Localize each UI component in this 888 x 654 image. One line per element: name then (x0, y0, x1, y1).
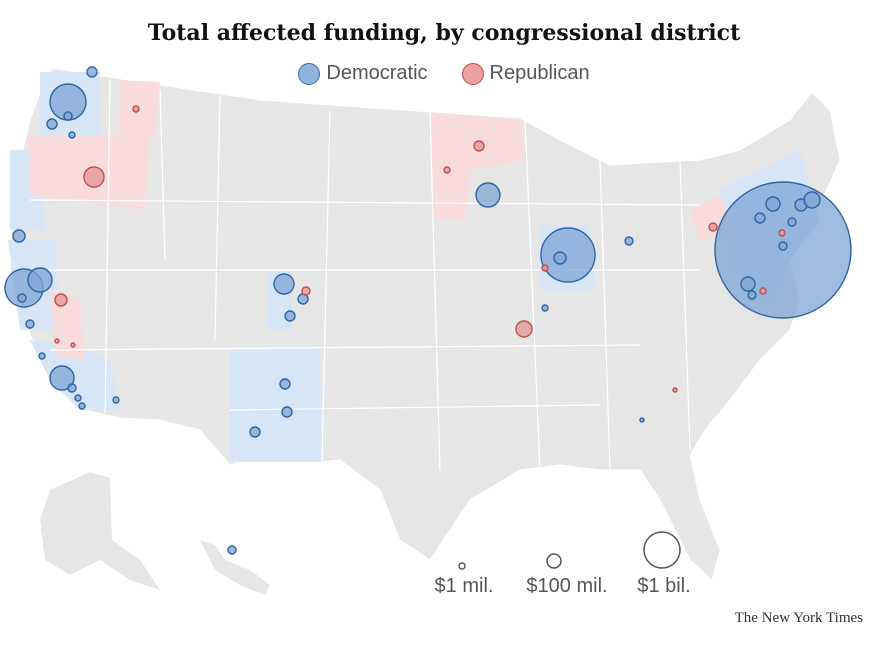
rep-bubble (301, 286, 311, 296)
rep-bubble (672, 387, 678, 393)
legend-democratic-label: Democratic (326, 62, 428, 84)
dem-bubble (754, 212, 766, 224)
dem-bubble (227, 545, 237, 555)
size-legend: $1 mil. $100 mil. $1 bil. (435, 531, 691, 597)
size-legend-medium (546, 553, 562, 569)
dem-bubble (63, 111, 73, 121)
alaska-landmass (40, 472, 160, 590)
state-borders (29, 79, 701, 471)
rep-bubble (541, 264, 549, 272)
size-legend-label-1: $1 mil. (435, 575, 494, 597)
rep-bubble (132, 105, 140, 113)
dem-bubble (787, 217, 797, 227)
dem-bubble (540, 227, 596, 283)
rep-bubble (473, 140, 485, 152)
dem-bubble (46, 118, 58, 130)
dem-bubble (12, 229, 26, 243)
dem-bubble (249, 426, 261, 438)
dem-bubble (778, 241, 788, 251)
chart-title: Total affected funding, by congressional… (147, 20, 741, 46)
rep-bubble (708, 222, 718, 232)
size-legend-small (458, 562, 466, 570)
hawaii-landmass (200, 540, 270, 595)
republican-bubbles (54, 105, 786, 393)
dem-bubble (803, 191, 821, 209)
dem-bubble (553, 251, 567, 265)
dem-bubble (38, 352, 46, 360)
size-legend-label-3: $1 bil. (637, 575, 690, 597)
dem-bubble (740, 276, 756, 292)
rep-bubble (54, 338, 60, 344)
dem-bubble (86, 66, 98, 78)
dem-bubble (17, 293, 27, 303)
dem-bubble (279, 378, 291, 390)
rep-bubble (515, 320, 533, 338)
rep-bubble (443, 166, 451, 174)
dem-bubble (765, 196, 781, 212)
dem-bubble (49, 365, 75, 391)
dem-bubble (541, 304, 549, 312)
legend-republican-label: Republican (489, 62, 590, 84)
dem-bubble (25, 319, 35, 329)
rep-bubble (83, 166, 105, 188)
size-legend-large (643, 531, 681, 569)
democratic-bubbles (4, 66, 852, 555)
dem-bubble (747, 290, 757, 300)
party-legend: Democratic Republican (0, 62, 888, 85)
dem-bubble (624, 236, 634, 246)
credit-line: The New York Times (734, 610, 863, 626)
legend-democratic: Democratic (298, 62, 428, 85)
democratic-swatch (298, 62, 321, 85)
dem-bubble (284, 310, 296, 322)
size-legend-label-2: $100 mil. (526, 575, 607, 597)
dem-bubble (639, 417, 645, 423)
legend-republican: Republican (461, 62, 590, 85)
dem-bubble (74, 394, 82, 402)
dem-bubble (27, 267, 53, 293)
rep-bubble (778, 229, 786, 237)
rep-bubble (54, 293, 68, 307)
dem-bubble (281, 406, 293, 418)
rep-bubble (70, 342, 76, 348)
dem-bubble (112, 396, 120, 404)
dem-bubble (67, 383, 77, 393)
dem-bubble (273, 273, 295, 295)
dem-bubble (475, 182, 501, 208)
dem-bubble (68, 131, 76, 139)
rep-bubble (759, 287, 767, 295)
republican-swatch (461, 62, 484, 85)
dem-bubble (78, 402, 86, 410)
